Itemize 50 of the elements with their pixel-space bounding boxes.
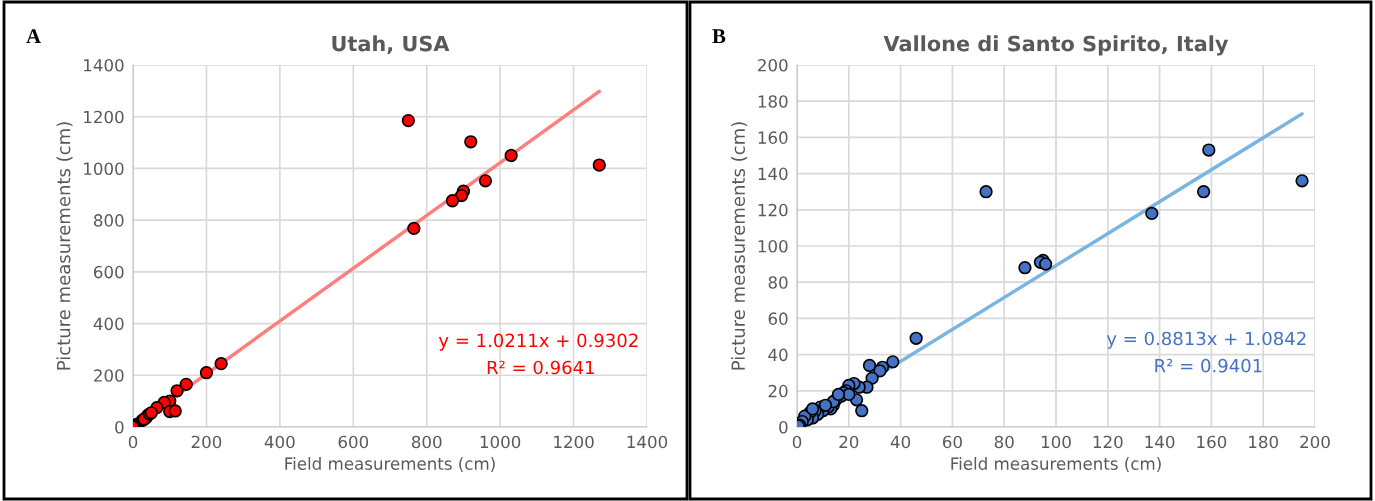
annotation: y = 0.8813x + 1.0842 xyxy=(1106,331,1306,349)
y-tick-label: 140 xyxy=(758,167,788,181)
y-tick-label: 400 xyxy=(93,317,124,331)
x-tick-label: 40 xyxy=(890,435,911,449)
y-tick-label: 160 xyxy=(758,131,788,144)
x-tick-label: 0 xyxy=(792,435,802,449)
x-tick-label: 800 xyxy=(411,435,442,449)
annotation: R² = 0.9641 xyxy=(487,360,594,375)
x-tick-label: 100 xyxy=(1041,435,1071,449)
annotation: y = 1.0211x + 0.9302 xyxy=(438,333,638,351)
x-tick-label: 1400 xyxy=(627,435,668,449)
y-tick-label: 80 xyxy=(768,276,788,289)
y-axis-title: Picture measurements (cm) xyxy=(56,122,73,370)
x-tick-label: 1000 xyxy=(480,435,521,449)
y-tick-label: 1200 xyxy=(84,110,124,124)
y-tick-label: 1000 xyxy=(84,162,124,175)
x-tick-label: 120 xyxy=(1093,435,1123,449)
y-tick-label: 20 xyxy=(768,384,788,398)
x-tick-label: 180 xyxy=(1249,435,1278,449)
x-tick-label: 160 xyxy=(1197,435,1227,449)
y-tick-label: 0 xyxy=(779,420,788,434)
x-tick-label: 140 xyxy=(1145,435,1175,449)
y-tick-label: 200 xyxy=(758,58,788,72)
x-tick-label: 200 xyxy=(191,435,222,449)
y-tick-label: 120 xyxy=(758,203,788,217)
text: A xyxy=(26,29,41,44)
x-tick-label: 80 xyxy=(994,435,1014,449)
x-tick-label: 1200 xyxy=(554,435,594,449)
y-tick-label: 40 xyxy=(768,348,788,362)
y-tick-label: 180 xyxy=(758,95,788,108)
x-tick-label: 20 xyxy=(839,435,859,449)
x-axis-title: Field measurements (cm) xyxy=(285,457,495,472)
x-tick-label: 600 xyxy=(338,435,369,449)
chart-title: Utah, USA xyxy=(332,35,450,55)
y-axis-title: Picture measurements (cm) xyxy=(731,122,748,370)
text: B xyxy=(712,29,726,44)
y-tick-label: 60 xyxy=(768,312,788,325)
y-tick-label: 1400 xyxy=(84,58,124,72)
x-tick-label: 200 xyxy=(1300,435,1330,449)
annotation: R² = 0.9401 xyxy=(1155,358,1262,373)
x-axis-title: Field measurements (cm) xyxy=(951,457,1161,472)
y-tick-label: 100 xyxy=(758,239,788,253)
y-tick-label: 800 xyxy=(93,214,124,227)
y-tick-label: 200 xyxy=(94,369,124,382)
x-tick-label: 0 xyxy=(128,435,138,449)
x-tick-label: 400 xyxy=(264,435,295,449)
x-tick-label: 60 xyxy=(942,435,962,449)
y-tick-label: 600 xyxy=(94,265,124,279)
y-tick-label: 0 xyxy=(115,420,124,434)
chart-title: Vallone di Santo Spirito, Italy xyxy=(883,35,1229,56)
